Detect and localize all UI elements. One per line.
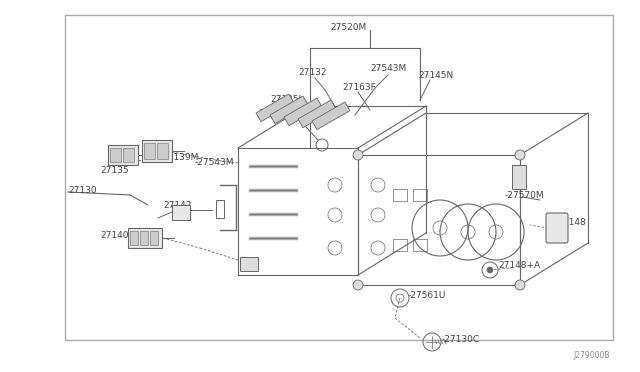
Text: -27148: -27148 (555, 218, 587, 227)
Text: 27145N: 27145N (418, 71, 453, 80)
Text: 27163F: 27163F (342, 83, 376, 92)
Text: 27130: 27130 (68, 186, 97, 195)
Text: 27135J: 27135J (270, 94, 301, 103)
Text: 27135: 27135 (100, 166, 129, 174)
Text: J279000B: J279000B (573, 350, 610, 359)
Bar (123, 148, 134, 162)
Bar (298, 100, 336, 128)
Bar (150, 231, 158, 245)
Circle shape (353, 280, 363, 290)
Bar (172, 205, 190, 220)
Bar (240, 257, 258, 271)
Bar (393, 189, 407, 201)
Bar (312, 102, 350, 130)
Bar (142, 140, 172, 162)
Text: 27520M: 27520M (330, 22, 366, 32)
Bar (144, 143, 155, 159)
Circle shape (515, 280, 525, 290)
Bar (130, 231, 138, 245)
Text: -27543M: -27543M (195, 157, 234, 167)
Text: 27148+A: 27148+A (498, 260, 540, 269)
Bar (157, 143, 168, 159)
Bar (413, 239, 427, 251)
Text: 27132: 27132 (298, 67, 326, 77)
Text: 27142: 27142 (163, 201, 191, 209)
Circle shape (487, 267, 493, 273)
Bar (284, 98, 322, 126)
Text: 27135J: 27135J (258, 109, 289, 118)
Circle shape (515, 150, 525, 160)
Text: -27130C: -27130C (442, 336, 480, 344)
Bar (393, 239, 407, 251)
Text: 27543M: 27543M (370, 64, 406, 73)
Bar (256, 94, 294, 122)
Text: 27139M: 27139M (162, 153, 198, 161)
Bar (216, 200, 224, 218)
Bar (512, 165, 526, 189)
Bar (110, 148, 121, 162)
FancyBboxPatch shape (546, 213, 568, 243)
Bar (128, 228, 162, 248)
Text: 27140: 27140 (100, 231, 129, 240)
Bar (413, 189, 427, 201)
Bar (270, 96, 308, 124)
Text: -27561U: -27561U (408, 291, 446, 299)
Bar (108, 145, 138, 165)
Bar (140, 231, 148, 245)
Circle shape (353, 150, 363, 160)
Text: -27570M: -27570M (505, 190, 545, 199)
Bar (65, 15, 613, 340)
